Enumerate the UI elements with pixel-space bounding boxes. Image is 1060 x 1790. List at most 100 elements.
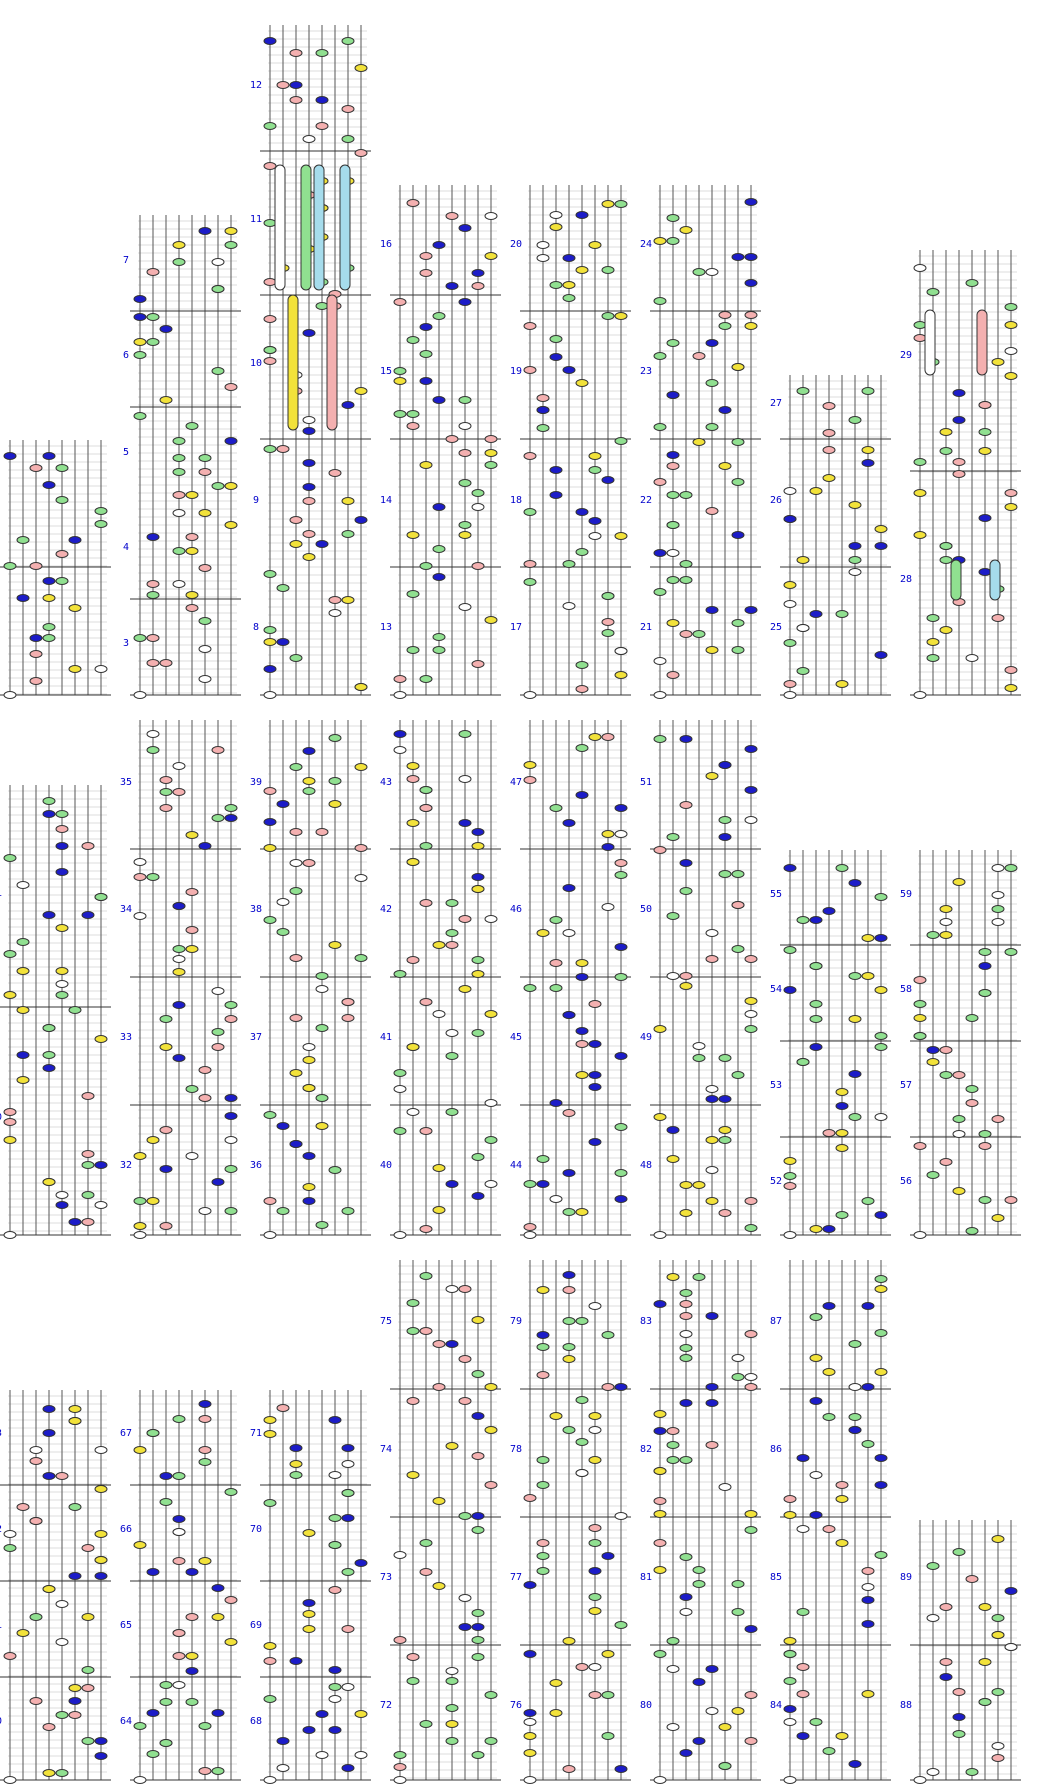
note-oval bbox=[614, 830, 628, 838]
note-oval bbox=[562, 254, 576, 262]
note-oval bbox=[874, 1368, 888, 1376]
note-oval bbox=[211, 367, 225, 375]
note-oval bbox=[692, 438, 706, 446]
note-oval bbox=[588, 1663, 602, 1671]
note-oval bbox=[796, 916, 810, 924]
note-oval bbox=[861, 1596, 875, 1604]
note-oval bbox=[68, 1572, 82, 1580]
note-oval bbox=[276, 1764, 290, 1772]
note-oval bbox=[705, 772, 719, 780]
note-oval bbox=[848, 542, 862, 550]
note-oval bbox=[458, 603, 472, 611]
note-oval bbox=[731, 478, 745, 486]
note-oval bbox=[94, 507, 108, 515]
measure-label: 23 bbox=[640, 366, 652, 377]
note-oval bbox=[172, 1001, 186, 1009]
note-oval bbox=[406, 775, 420, 783]
note-oval bbox=[484, 449, 498, 457]
note-oval bbox=[705, 1383, 719, 1391]
note-oval bbox=[978, 1142, 992, 1150]
note-oval bbox=[601, 903, 615, 911]
note-oval bbox=[822, 1129, 836, 1137]
note-oval bbox=[302, 483, 316, 491]
note-oval bbox=[458, 730, 472, 738]
measure-label: 87 bbox=[770, 1316, 782, 1327]
note-oval bbox=[952, 1688, 966, 1696]
note-oval bbox=[1004, 684, 1018, 692]
note-oval bbox=[315, 1122, 329, 1130]
note-oval bbox=[718, 816, 732, 824]
note-oval bbox=[263, 787, 277, 795]
note-oval bbox=[731, 870, 745, 878]
note-oval bbox=[172, 1472, 186, 1480]
note-oval bbox=[185, 945, 199, 953]
note-oval bbox=[679, 1289, 693, 1297]
note-oval bbox=[224, 1596, 238, 1604]
note-oval bbox=[601, 266, 615, 274]
note-oval bbox=[484, 915, 498, 923]
measure-block: 35 34 33 32 bbox=[120, 720, 241, 1239]
note-oval bbox=[224, 227, 238, 235]
note-oval bbox=[731, 1354, 745, 1362]
note-oval bbox=[302, 1043, 316, 1051]
note-oval bbox=[471, 660, 485, 668]
measure-label: 83 bbox=[640, 1316, 652, 1327]
note-oval bbox=[523, 1180, 537, 1188]
note-oval bbox=[991, 1631, 1005, 1639]
measure-label: 56 bbox=[900, 1176, 912, 1187]
note-oval bbox=[341, 1489, 355, 1497]
note-oval bbox=[653, 691, 667, 699]
note-oval bbox=[302, 1084, 316, 1092]
note-oval bbox=[3, 1776, 17, 1784]
note-oval bbox=[55, 1201, 69, 1209]
note-oval bbox=[666, 391, 680, 399]
note-oval bbox=[926, 614, 940, 622]
note-oval bbox=[328, 609, 342, 617]
note-oval bbox=[211, 1043, 225, 1051]
note-oval bbox=[705, 1197, 719, 1205]
note-oval bbox=[718, 1054, 732, 1062]
note-oval bbox=[172, 468, 186, 476]
note-oval bbox=[731, 1608, 745, 1616]
note-oval bbox=[224, 1112, 238, 1120]
note-oval bbox=[393, 1551, 407, 1559]
note-oval bbox=[679, 1749, 693, 1757]
measure-label: 37 bbox=[250, 1032, 262, 1043]
note-oval bbox=[302, 497, 316, 505]
note-oval bbox=[471, 1029, 485, 1037]
note-oval bbox=[744, 1224, 758, 1232]
note-oval bbox=[952, 1071, 966, 1079]
note-oval bbox=[692, 1054, 706, 1062]
note-oval bbox=[653, 423, 667, 431]
note-oval bbox=[224, 1165, 238, 1173]
note-oval bbox=[679, 801, 693, 809]
note-oval bbox=[666, 1427, 680, 1435]
note-oval bbox=[393, 1069, 407, 1077]
note-oval bbox=[471, 828, 485, 836]
measure-label: 39 bbox=[250, 777, 262, 788]
note-oval bbox=[159, 1015, 173, 1023]
note-oval bbox=[159, 804, 173, 812]
measure-label: 26 bbox=[770, 495, 782, 506]
note-oval bbox=[198, 564, 212, 572]
measure-label: 54 bbox=[770, 984, 782, 995]
note-oval bbox=[549, 211, 563, 219]
note-oval bbox=[445, 941, 459, 949]
measure-label: 4 bbox=[123, 542, 129, 553]
sustain-note bbox=[989, 559, 1001, 601]
note-oval bbox=[588, 1567, 602, 1575]
note-oval bbox=[55, 1191, 69, 1199]
note-oval bbox=[848, 1413, 862, 1421]
note-oval bbox=[341, 37, 355, 45]
measure-label: 52 bbox=[770, 1176, 782, 1187]
note-oval bbox=[458, 224, 472, 232]
note-oval bbox=[939, 918, 953, 926]
measure-label: 43 bbox=[380, 777, 392, 788]
note-oval bbox=[341, 530, 355, 538]
note-oval bbox=[666, 214, 680, 222]
note-oval bbox=[445, 1737, 459, 1745]
note-oval bbox=[822, 1747, 836, 1755]
note-oval bbox=[3, 1652, 17, 1660]
note-oval bbox=[81, 1218, 95, 1226]
note-oval bbox=[224, 1136, 238, 1144]
